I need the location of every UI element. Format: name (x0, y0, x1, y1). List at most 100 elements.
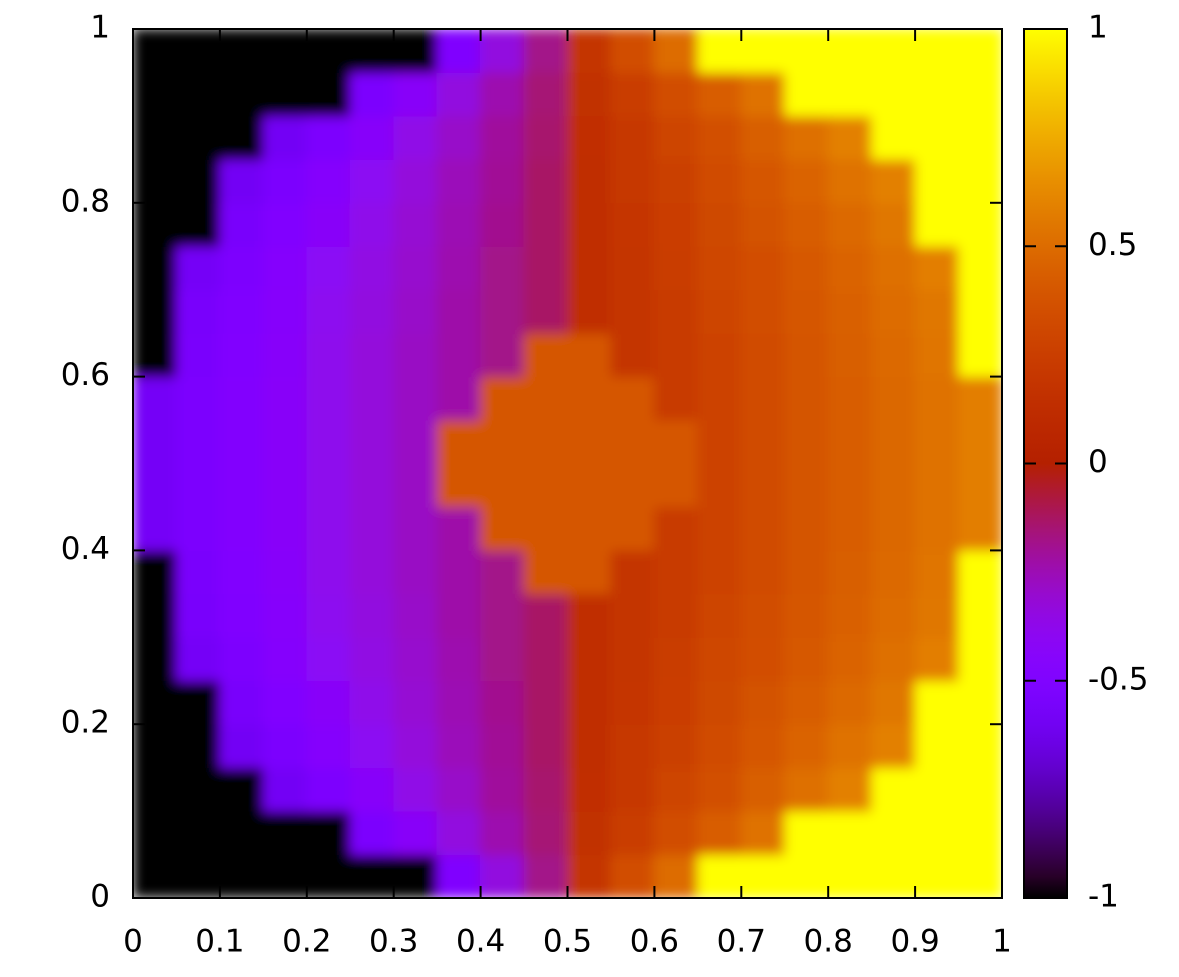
heat-cell (740, 549, 786, 595)
heat-cell (914, 506, 960, 551)
heat-cell (653, 245, 699, 291)
heat-cell (393, 332, 438, 378)
heat-cell (653, 636, 699, 682)
y-tick-label: 0.2 (61, 705, 110, 741)
heat-cell (306, 636, 351, 682)
heat-cell (827, 419, 873, 464)
heat-cell (914, 636, 960, 682)
heat-cell (133, 29, 177, 73)
heat-cell (740, 202, 786, 247)
heat-cell (480, 158, 525, 204)
heat-cell (219, 115, 264, 160)
heat-cell (914, 202, 960, 247)
heat-cell (133, 680, 177, 725)
heat-cell (523, 332, 568, 378)
heat-cell (914, 29, 960, 73)
heat-cell (133, 376, 177, 421)
heat-cell (567, 549, 612, 595)
heat-cell (523, 680, 568, 725)
heat-cell (523, 245, 568, 291)
heat-cell (133, 549, 177, 595)
heat-cell (567, 463, 612, 508)
heat-cell (871, 549, 916, 595)
heat-cell (262, 71, 308, 117)
heat-cell (393, 810, 438, 856)
y-tick-label: 0.8 (61, 183, 110, 219)
heat-cell (480, 245, 525, 291)
heat-cell (827, 245, 873, 291)
heat-cell (567, 202, 612, 247)
heat-cell (784, 376, 829, 421)
heat-cell (262, 332, 308, 378)
heat-cell (871, 289, 916, 334)
heat-cell (784, 854, 829, 898)
heat-cell (914, 158, 960, 204)
heat-cell (436, 549, 482, 595)
heat-cell (480, 419, 525, 464)
heat-cell (349, 680, 395, 725)
heat-cell (262, 376, 308, 421)
heat-cell (914, 549, 960, 595)
heat-cell (523, 723, 568, 769)
heat-cell (133, 810, 177, 856)
heat-cell (262, 289, 308, 334)
heat-cell (219, 419, 264, 464)
heat-cell (914, 332, 960, 378)
heat-cell (436, 158, 482, 204)
heat-cell (219, 245, 264, 291)
heat-cell (306, 810, 351, 856)
heat-cell (436, 636, 482, 682)
heat-cell (653, 29, 699, 73)
heat-cell (133, 158, 177, 204)
heat-cell (610, 549, 655, 595)
heat-cell (219, 158, 264, 204)
heat-cell (697, 419, 742, 464)
heat-cell (697, 463, 742, 508)
heat-cell (784, 810, 829, 856)
heat-cell (436, 71, 482, 117)
y-tick-label: 0.6 (61, 357, 110, 393)
heat-cell (610, 202, 655, 247)
heat-cell (175, 463, 221, 508)
heat-cell (697, 202, 742, 247)
heat-cell (480, 376, 525, 421)
heat-cell (653, 115, 699, 160)
heat-cell (653, 680, 699, 725)
heat-cell (871, 854, 916, 898)
heat-cell (306, 245, 351, 291)
heat-cell (784, 289, 829, 334)
heat-cell (697, 115, 742, 160)
heat-cell (653, 158, 699, 204)
heat-cell (784, 332, 829, 378)
plot-frame (132, 28, 1003, 899)
heat-cell (610, 245, 655, 291)
heat-cell (653, 506, 699, 551)
heat-cell (306, 463, 351, 508)
heat-cell (697, 723, 742, 769)
heat-cell (393, 767, 438, 812)
heat-cell (393, 463, 438, 508)
heat-cell (740, 71, 786, 117)
heat-cell (567, 593, 612, 638)
heat-cell (393, 245, 438, 291)
heat-cell (567, 680, 612, 725)
heat-cell (827, 463, 873, 508)
heat-cell (871, 463, 916, 508)
heat-cell (349, 767, 395, 812)
heat-cell (958, 723, 1002, 769)
heat-cell (958, 549, 1002, 595)
heat-cell (262, 854, 308, 898)
heat-cell (262, 680, 308, 725)
heat-cell (523, 593, 568, 638)
heat-cell (436, 767, 482, 812)
heat-cell (306, 202, 351, 247)
heat-cell (958, 376, 1002, 421)
heat-cell (958, 158, 1002, 204)
heat-cell (262, 245, 308, 291)
heat-cell (784, 419, 829, 464)
heat-cell (871, 680, 916, 725)
heat-cell (871, 723, 916, 769)
heat-cell (349, 115, 395, 160)
heat-cell (393, 593, 438, 638)
colorbar-tick-label: 1 (1088, 10, 1108, 46)
